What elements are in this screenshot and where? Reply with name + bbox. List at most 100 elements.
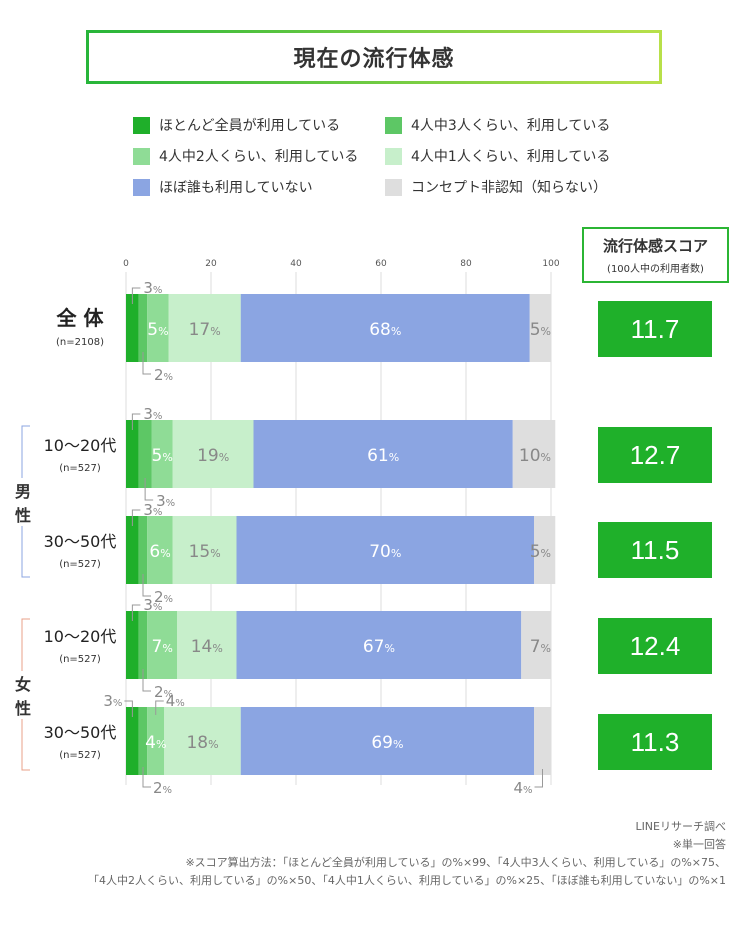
x-tick-label: 40 <box>290 259 302 269</box>
score-header-subtitle: (100人中の利用者数) <box>607 264 704 275</box>
legend-swatch <box>133 147 150 165</box>
data-label: 5% <box>147 320 168 340</box>
data-label: 2% <box>153 779 172 797</box>
callout-line <box>144 478 154 501</box>
footer-note-method-2: 「4人中2人くらい、利用している」の%×50、「4人中1人くらい、利用している」… <box>88 874 726 887</box>
bar-segment <box>168 294 241 362</box>
legend-swatch <box>385 147 402 165</box>
score-box: 11.7 <box>598 301 712 357</box>
callout-line <box>534 769 543 788</box>
bar-segment <box>177 611 237 679</box>
bar-segment <box>172 420 254 488</box>
callout-line <box>131 604 141 621</box>
group-label-female-1: 女 <box>15 675 31 694</box>
bar-segment <box>138 294 148 362</box>
data-label: 7% <box>530 637 551 657</box>
bar-segment <box>534 707 551 775</box>
data-label: 3% <box>143 279 162 297</box>
x-tick-label: 100 <box>542 259 559 269</box>
bar-segment <box>126 707 139 775</box>
chart-title-box: 現在の流行体感 <box>86 30 662 84</box>
data-label: 67% <box>363 637 395 657</box>
bar-segment <box>147 294 169 362</box>
data-label: 6% <box>149 542 170 562</box>
data-label: 19% <box>197 446 229 466</box>
x-tick-label: 80 <box>460 259 472 269</box>
data-label: 4% <box>166 692 185 710</box>
row-label: 10〜20代 <box>44 436 117 455</box>
bar-segment <box>138 516 148 584</box>
group-label-male-1: 男 <box>15 482 31 501</box>
data-label: 2% <box>154 683 173 701</box>
data-label: 3% <box>103 692 122 710</box>
score-box: 11.5 <box>598 522 712 578</box>
legend-item-all: ほとんど全員が利用している <box>133 115 340 135</box>
legend-label: 4人中3人くらい、利用している <box>411 118 611 134</box>
data-label: 3% <box>143 501 162 519</box>
data-label: 68% <box>369 320 401 340</box>
legend-item-half: 4人中2人くらい、利用している <box>133 146 358 166</box>
x-tick-label: 20 <box>205 259 217 269</box>
data-label: 4% <box>513 779 532 797</box>
chart-title: 現在の流行体感 <box>293 47 455 72</box>
bar-segment <box>529 294 551 362</box>
score-header: 流行体感スコア (100人中の利用者数) <box>582 227 729 283</box>
callout-line <box>131 509 141 526</box>
bar-segment <box>512 420 556 488</box>
data-label: 2% <box>154 588 173 606</box>
data-label: 5% <box>530 320 551 340</box>
footer-note-single: ※単一回答 <box>672 838 726 851</box>
bar-segment <box>521 611 551 679</box>
footer-note-method-1: ※スコア算出方法：「ほとんど全員が利用している」の%×99、「4人中3人くらい、… <box>185 856 726 869</box>
bar-segment <box>138 420 152 488</box>
bar-segment <box>534 516 556 584</box>
data-label: 7% <box>151 637 172 657</box>
group-label-male-2: 性 <box>15 506 31 525</box>
bar-segment <box>172 516 237 584</box>
row-label: 全 体 <box>56 306 105 330</box>
legend-item-quarter: 4人中1人くらい、利用している <box>385 146 610 166</box>
legend-swatch <box>385 178 402 196</box>
data-label: 3% <box>156 492 175 510</box>
legend-label: ほとんど全員が利用している <box>159 118 341 134</box>
bar-segment <box>138 611 148 679</box>
data-label: 14% <box>191 637 223 657</box>
bar-segment <box>138 707 148 775</box>
row-label: 30〜50代 <box>44 723 117 742</box>
legend-label: 4人中1人くらい、利用している <box>411 149 611 165</box>
bar-segment <box>126 294 139 362</box>
data-label: 10% <box>519 446 551 466</box>
bar-segment <box>164 707 241 775</box>
data-label: 15% <box>189 542 221 562</box>
x-tick-label: 60 <box>375 259 387 269</box>
callout-line <box>142 352 151 375</box>
legend-item-unaware: コンセプト非認知（知らない） <box>385 177 607 197</box>
bar-segment <box>147 516 173 584</box>
callout-line <box>124 700 133 717</box>
row-sample-size: (n=527) <box>59 463 101 474</box>
data-label: 18% <box>186 733 218 753</box>
legend-item-almost-none: ほぼ誰も利用していない <box>133 177 313 197</box>
bar-segment <box>126 420 139 488</box>
data-label: 4% <box>145 733 166 753</box>
bar-segment <box>126 611 139 679</box>
legend-swatch <box>385 116 402 134</box>
row-label: 30〜50代 <box>44 532 117 551</box>
data-label: 5% <box>530 542 551 562</box>
legend-swatch <box>133 116 150 134</box>
bar-segment <box>240 294 530 362</box>
group-label-mask <box>12 671 34 719</box>
callout-line <box>155 700 164 715</box>
score-box: 12.4 <box>598 618 712 674</box>
footer-notes: LINEリサーチ調べ ※単一回答 ※スコア算出方法：「ほとんど全員が利用している… <box>88 818 726 890</box>
callout-line <box>131 413 141 430</box>
x-tick-label: 0 <box>123 259 129 269</box>
bar-segment <box>236 516 534 584</box>
score-header-title: 流行体感スコア <box>602 237 708 255</box>
legend-label: コンセプト非認知（知らない） <box>411 180 607 196</box>
data-label: 70% <box>369 542 401 562</box>
bar-segment <box>253 420 513 488</box>
row-sample-size: (n=527) <box>59 750 101 761</box>
row-sample-size: (n=2108) <box>56 337 104 348</box>
